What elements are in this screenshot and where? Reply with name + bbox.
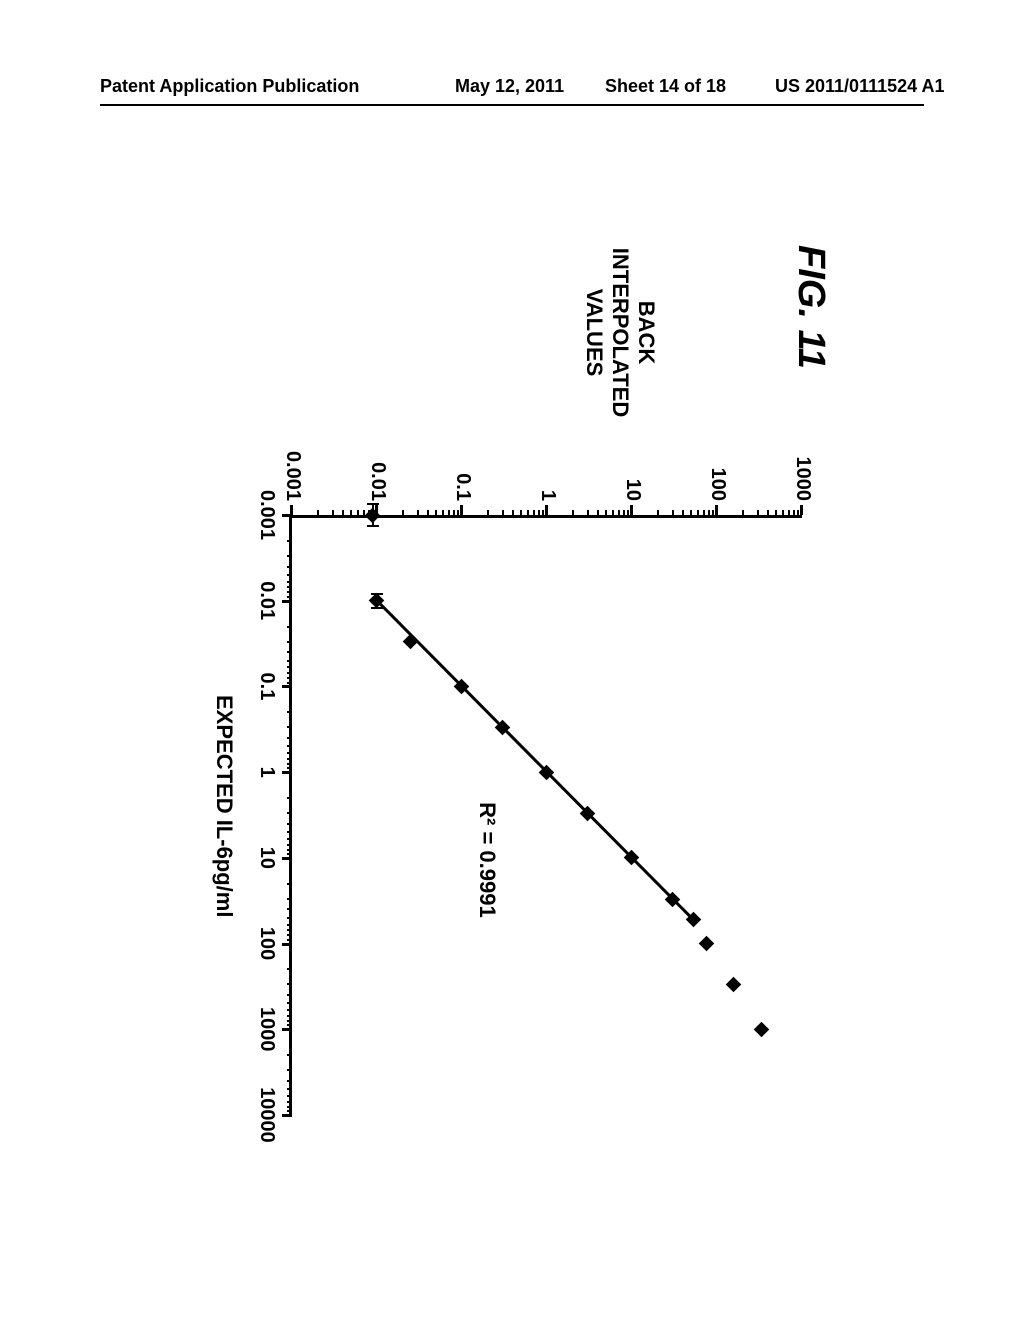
- fit-line: [182, 245, 842, 1155]
- error-bar-cap: [367, 503, 379, 505]
- header-date: May 12, 2011: [455, 76, 564, 97]
- page-root: Patent Application Publication May 12, 2…: [0, 0, 1024, 1320]
- figure-container: FIG. 11BACKINTERPOLATEDVALUESEXPECTED IL…: [182, 245, 842, 1155]
- figure-rotated-container: FIG. 11BACKINTERPOLATEDVALUESEXPECTED IL…: [182, 245, 842, 1155]
- header-left: Patent Application Publication: [100, 76, 359, 97]
- r-squared-label: R² = 0.9991: [474, 802, 500, 918]
- header-publication-number: US 2011/0111524 A1: [775, 76, 945, 97]
- header-rule: [100, 104, 924, 106]
- error-bar-cap: [367, 525, 379, 527]
- header-sheet: Sheet 14 of 18: [605, 76, 726, 97]
